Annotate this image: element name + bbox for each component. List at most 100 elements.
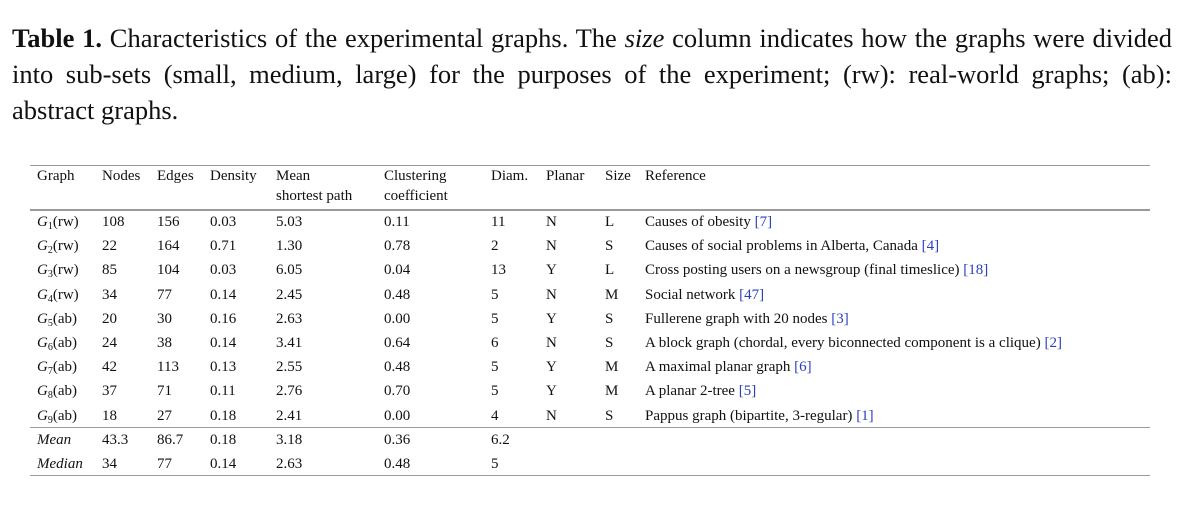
cell-reference: Fullerene graph with 20 nodes [3] [645, 310, 849, 329]
cell-planar: Y [546, 310, 557, 327]
cell-edges: 113 [157, 359, 179, 376]
graph-letter: G [37, 407, 48, 424]
cell-planar: Y [546, 262, 557, 279]
cell-size: L [605, 262, 615, 279]
cell-msp: 2.63 [276, 310, 303, 327]
summary-label: Median [37, 456, 83, 473]
cell-graph: G3(rw) [37, 261, 79, 281]
cell-cc: 0.00 [384, 407, 411, 424]
cell-size: M [605, 359, 619, 376]
reference-citation: [7] [754, 214, 773, 230]
table-bottom-rule [30, 475, 1150, 476]
graph-subscript: 9 [47, 414, 53, 426]
graph-kind: (rw) [52, 262, 79, 279]
header-graph: Graph [37, 168, 75, 184]
cell-density: 0.14 [210, 335, 237, 351]
cell-nodes: 22 [102, 238, 117, 255]
table-summary-rule [30, 427, 1150, 428]
cell-edges: 104 [157, 262, 180, 279]
cell-planar: N [546, 335, 557, 351]
reference-citation: [4] [921, 238, 940, 255]
cell-edges: 164 [157, 238, 180, 255]
graph-letter: G [37, 359, 48, 376]
cell-reference: Causes of obesity [7] [645, 213, 772, 232]
cell-reference: Cross posting users on a newsgroup (fina… [645, 261, 988, 280]
graph-kind: (ab) [52, 383, 77, 400]
graph-subscript: 7 [47, 366, 53, 378]
table-caption: Table 1. Characteristics of the experime… [12, 20, 1172, 128]
graph-kind: (rw) [52, 238, 79, 255]
cell-msp: 1.30 [276, 238, 303, 255]
cell-diam: 11 [491, 214, 506, 230]
cell-graph: G9(ab) [37, 407, 77, 427]
cell-nodes: 42 [102, 359, 117, 376]
summary-edges: 77 [157, 456, 172, 473]
reference-text: A block graph (chordal, every biconnecte… [645, 335, 1041, 351]
cell-planar: N [546, 407, 557, 424]
cell-planar: N [546, 214, 557, 230]
cell-size: S [605, 310, 614, 327]
graph-subscript: 5 [47, 317, 53, 329]
cell-planar: Y [546, 359, 557, 376]
cell-nodes: 108 [102, 214, 125, 230]
header-edges: Edges [157, 168, 194, 184]
summary-msp: 3.18 [276, 432, 303, 448]
graph-kind: (rw) [52, 214, 79, 230]
reference-text: Causes of social problems in Alberta, Ca… [645, 238, 918, 255]
cell-cc: 0.48 [384, 286, 411, 303]
reference-citation: [1] [856, 407, 874, 424]
reference-citation: [6] [794, 359, 812, 376]
graph-subscript: 4 [47, 293, 53, 305]
summary-density: 0.18 [210, 432, 237, 448]
table-header-rule [30, 209, 1150, 211]
summary-cc: 0.48 [384, 456, 411, 473]
cell-density: 0.13 [210, 359, 237, 376]
reference-citation: [5] [738, 383, 757, 400]
reference-text: Pappus graph (bipartite, 3-regular) [645, 407, 853, 424]
header-diam: Diam. [491, 168, 529, 184]
cell-msp: 2.45 [276, 286, 303, 303]
cell-diam: 4 [491, 407, 499, 424]
cell-size: M [605, 383, 619, 400]
cell-size: S [605, 238, 614, 255]
cell-size: S [605, 335, 614, 351]
summary-diam: 5 [491, 456, 499, 473]
cell-msp: 2.55 [276, 359, 303, 376]
graph-letter: G [37, 335, 48, 351]
header-size: Size [605, 168, 631, 184]
cell-density: 0.18 [210, 407, 237, 424]
summary-cc: 0.36 [384, 432, 411, 448]
summary-edges: 86.7 [157, 432, 184, 448]
cell-msp: 5.03 [276, 214, 303, 230]
cell-msp: 6.05 [276, 262, 303, 279]
cell-cc: 0.11 [384, 214, 410, 230]
cell-cc: 0.78 [384, 238, 411, 255]
cell-size: S [605, 407, 614, 424]
cell-diam: 5 [491, 359, 499, 376]
summary-density: 0.14 [210, 456, 237, 473]
summary-nodes: 34 [102, 456, 117, 473]
caption-emphasis: size [624, 23, 665, 53]
graph-subscript: 2 [47, 245, 53, 257]
reference-text: A maximal planar graph [645, 359, 791, 376]
cell-density: 0.11 [210, 383, 236, 400]
caption-label: Table 1. [12, 23, 102, 53]
header-clustering-coefficient-line2: coefficient [384, 188, 448, 204]
cell-edges: 71 [157, 383, 172, 400]
graph-letter: G [37, 214, 48, 230]
reference-citation: [47] [739, 286, 765, 303]
cell-msp: 3.41 [276, 335, 303, 351]
header-reference: Reference [645, 168, 706, 184]
cell-diam: 13 [491, 262, 506, 279]
table-top-rule [30, 165, 1150, 166]
graph-letter: G [37, 238, 48, 255]
reference-citation: [18] [963, 262, 989, 279]
cell-density: 0.14 [210, 286, 237, 303]
cell-nodes: 85 [102, 262, 117, 279]
header-clustering-coefficient: Clustering [384, 168, 447, 184]
cell-diam: 6 [491, 335, 499, 351]
graph-letter: G [37, 310, 48, 327]
cell-nodes: 18 [102, 407, 117, 424]
cell-msp: 2.76 [276, 383, 303, 400]
cell-nodes: 20 [102, 310, 117, 327]
